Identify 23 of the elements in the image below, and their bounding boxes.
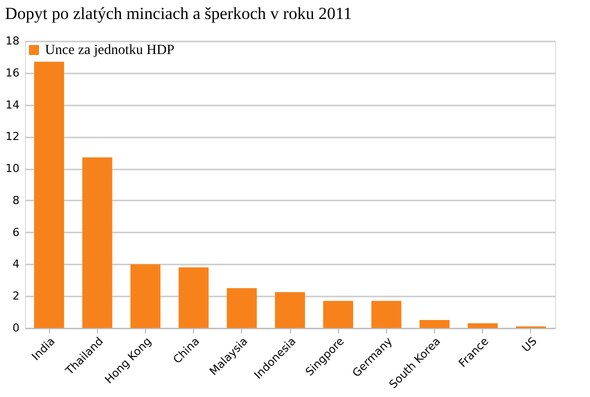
bar [82, 157, 112, 328]
chart-title: Dopyt po zlatých minciach a šperkoch v roku 2011 [5, 4, 352, 23]
bar [371, 300, 402, 328]
y-tick-label: 12 [6, 130, 20, 144]
bar [420, 320, 450, 328]
bar [226, 288, 257, 328]
bar [468, 323, 498, 328]
bar [34, 62, 64, 328]
y-tick-label: 6 [12, 226, 20, 239]
y-tick-label: 18 [6, 34, 20, 48]
x-tick-label: US [520, 334, 540, 355]
y-tick-label: 0 [12, 322, 20, 334]
y-tick-label: 2 [12, 290, 20, 303]
bar [323, 300, 354, 328]
y-tick-label: 4 [12, 258, 20, 271]
y-tick-label: 8 [12, 194, 20, 207]
bar [130, 264, 160, 328]
y-tick-label: 16 [6, 66, 20, 80]
bar [178, 267, 209, 328]
y-tick-label: 14 [6, 98, 20, 112]
bar [275, 292, 305, 328]
y-tick-label: 10 [6, 162, 20, 176]
legend-label: Unce za jednotku HDP [45, 43, 175, 58]
